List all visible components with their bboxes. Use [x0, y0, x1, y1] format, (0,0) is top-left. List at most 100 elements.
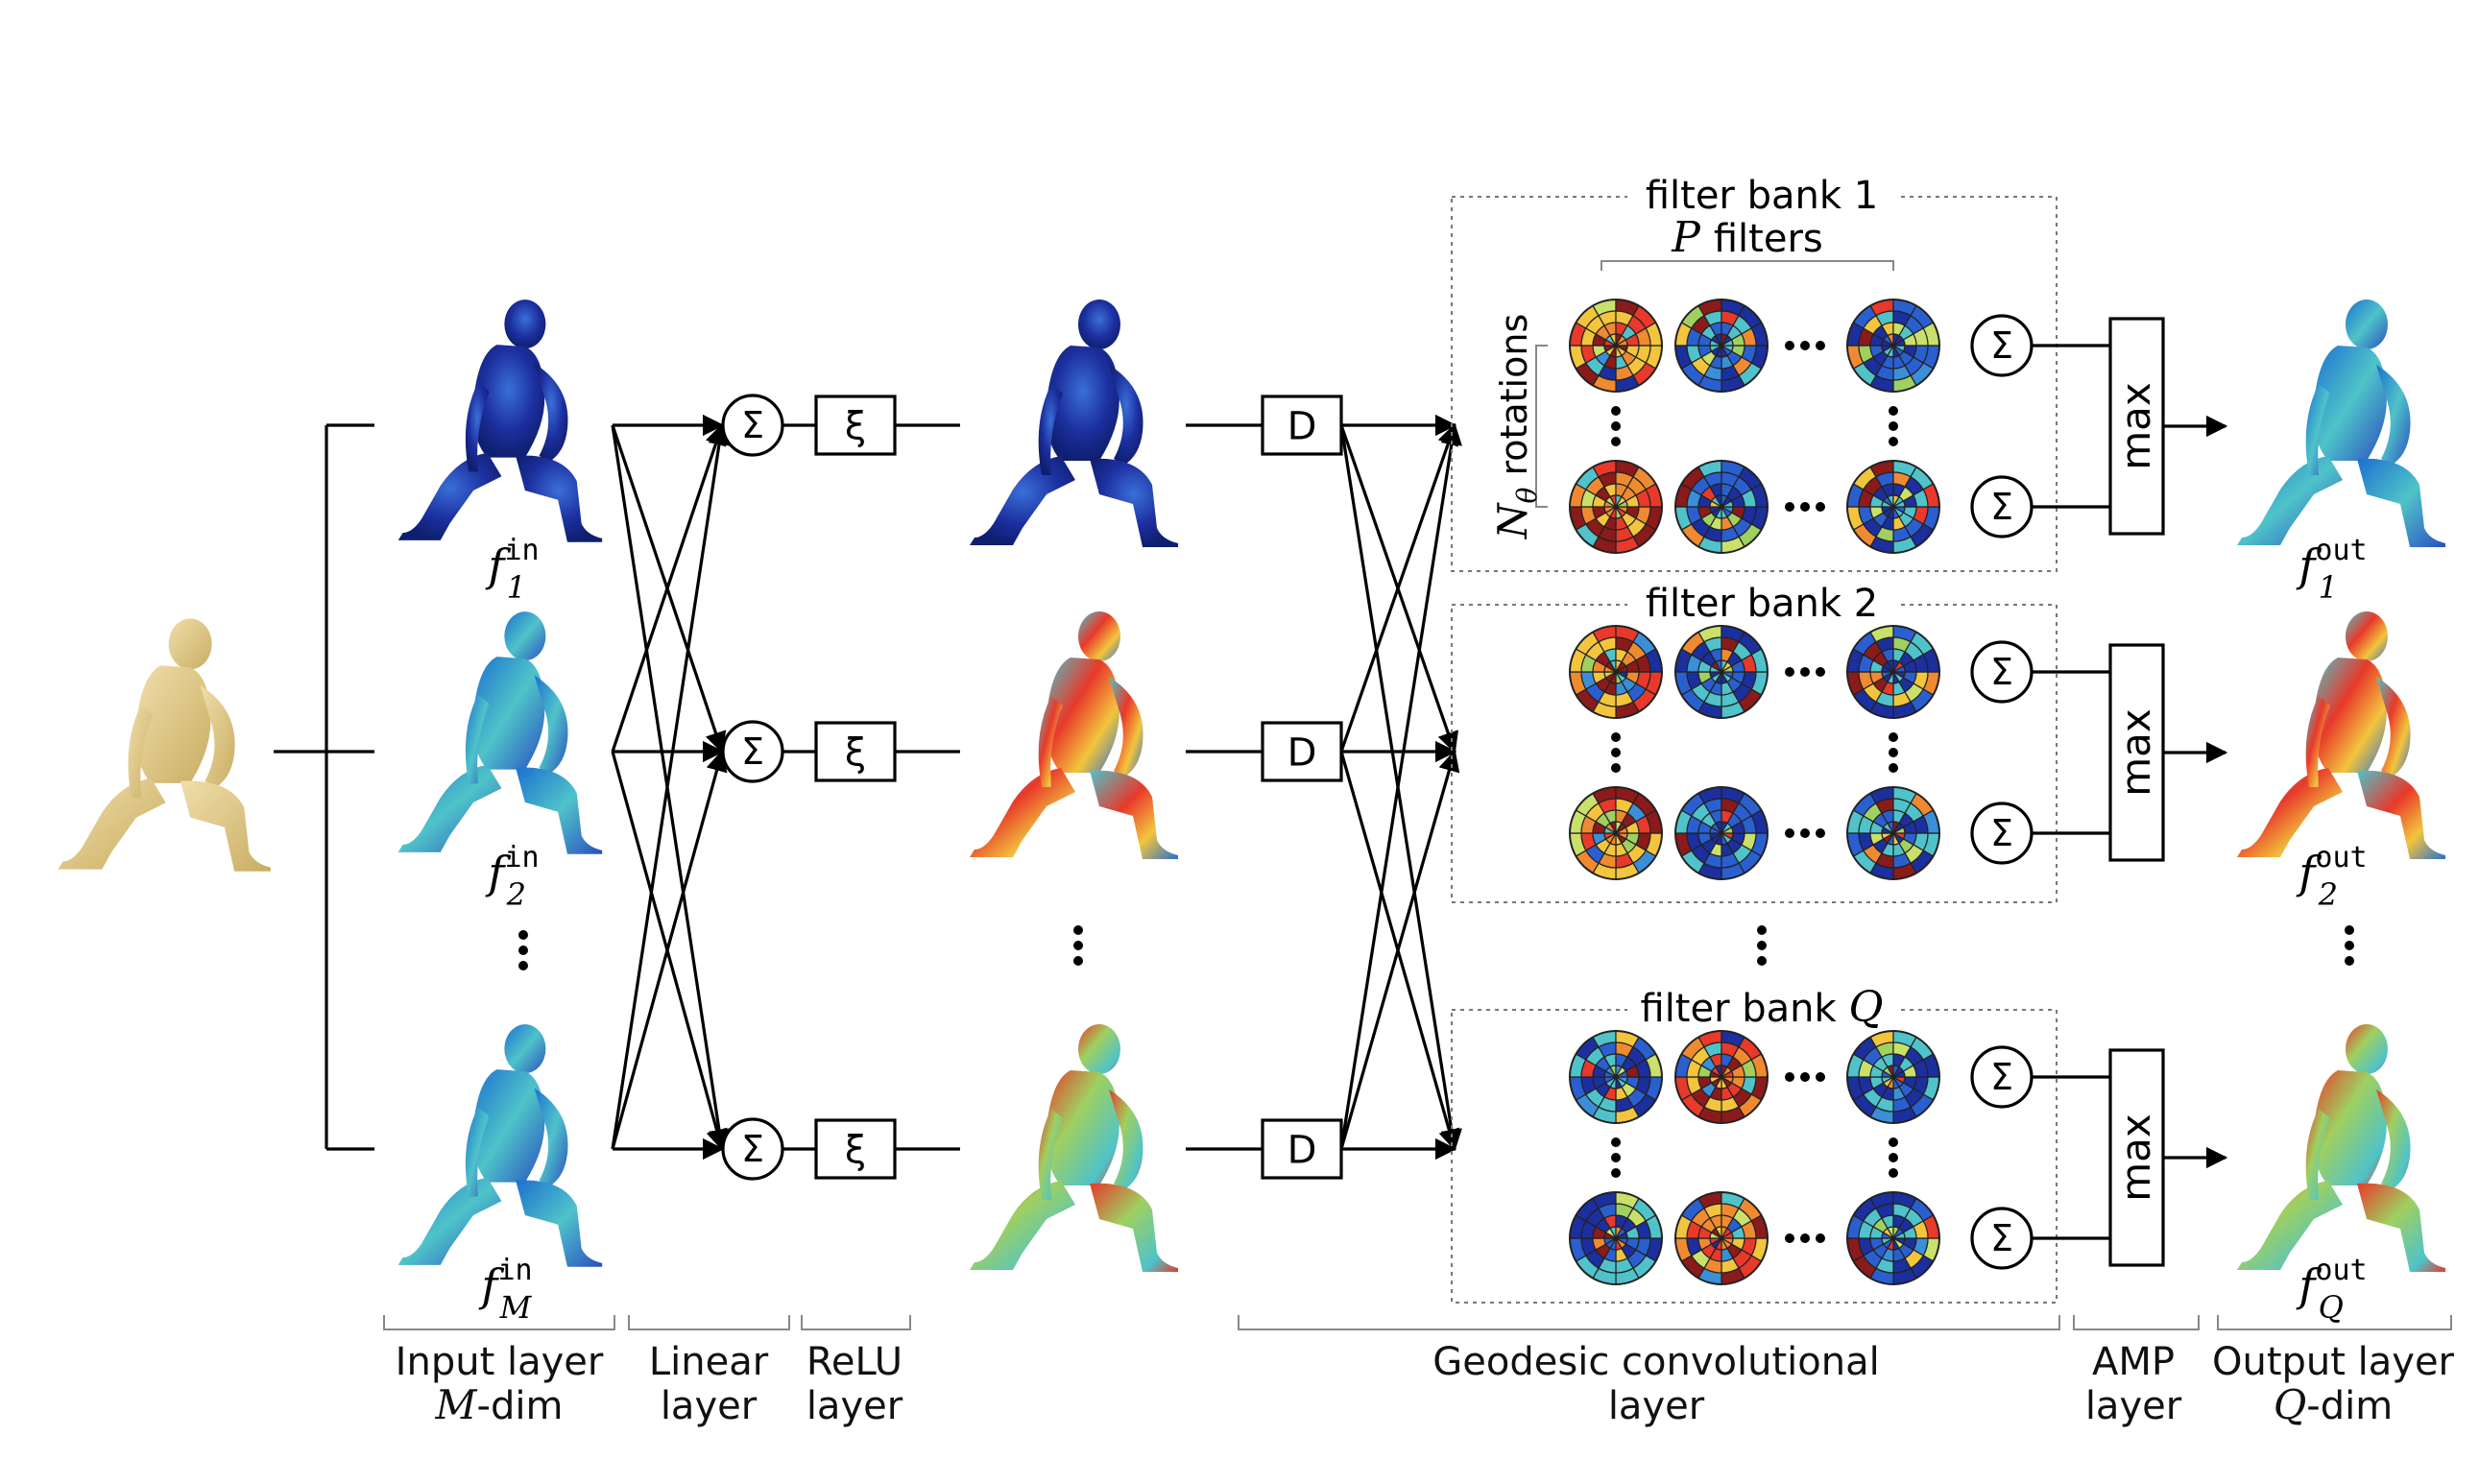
ellipsis-dot — [1611, 732, 1621, 742]
filter-sum: Σ — [1970, 802, 2034, 865]
filter-disc — [1674, 1030, 1769, 1124]
relu-feature-map-1 — [970, 299, 1178, 547]
filter-cell — [1890, 1070, 1906, 1078]
relu-box-3: ξ — [814, 1118, 897, 1180]
filter-disc — [1846, 786, 1940, 880]
filter-sum: Σ — [1970, 1207, 2034, 1270]
sum-symbol: Σ — [1990, 486, 2013, 528]
input-feature-map-1 — [397, 299, 603, 542]
ellipsis-dot — [1785, 1072, 1794, 1082]
filter-outline — [1569, 625, 1663, 719]
ellipsis-dot — [1785, 502, 1794, 512]
layer-label-line2: layer — [2085, 1384, 2182, 1428]
filter-disc — [1674, 1191, 1769, 1285]
layer-bracket — [1238, 1315, 2060, 1330]
linear-sum-2: Σ — [721, 720, 784, 783]
ellipsis-dot — [1785, 667, 1794, 677]
layer-label-line1: Geodesic convolutional — [1432, 1340, 1879, 1384]
input-feature-map-3 — [397, 1024, 603, 1267]
relu-feature-map-2 — [970, 611, 1178, 859]
filter-cell — [1890, 339, 1906, 347]
filter-disc — [1569, 299, 1663, 393]
max-box-3: max — [2108, 1048, 2165, 1267]
input-feature-map-2 — [397, 611, 603, 854]
filter-outline — [1846, 625, 1940, 719]
f-in-1-label: fin 1 — [485, 534, 539, 606]
rotation-ellipsis — [1889, 732, 1898, 773]
input-shape — [58, 618, 271, 872]
max-box-2: max — [2108, 643, 2165, 862]
filter-outline — [1846, 299, 1940, 393]
filter-cell — [1890, 826, 1906, 834]
descriptor-box-1-frame — [1261, 395, 1343, 456]
ellipsis-dot — [1757, 925, 1767, 935]
filter-cell — [1613, 500, 1628, 508]
filter-cell — [1719, 665, 1734, 673]
output-feature-map-3 — [2237, 1024, 2445, 1272]
filter-outline — [1569, 460, 1663, 554]
filter-cell — [1719, 1232, 1734, 1239]
ellipsis-dot — [1889, 406, 1898, 416]
filter-sum: Σ — [1970, 640, 2034, 704]
descriptor-connection — [1339, 422, 1458, 753]
ellipsis-dot — [2345, 925, 2354, 935]
layer-label-line1: AMP — [2092, 1340, 2175, 1384]
filter-outline — [1569, 299, 1663, 393]
f-out-Q-label: fout Q — [2296, 1254, 2367, 1326]
filter-outline — [1674, 460, 1769, 554]
descriptor-box-2-frame — [1261, 721, 1343, 782]
ellipsis-dot — [1611, 763, 1621, 773]
kneeling-human-mesh-icon — [397, 611, 603, 854]
sum-symbol: Σ — [1990, 1217, 2013, 1259]
filter-outline — [1569, 1191, 1663, 1285]
filter-outline — [1846, 786, 1940, 880]
ellipsis-dot — [518, 945, 528, 955]
kneeling-human-mesh-icon — [2237, 611, 2445, 859]
ellipsis-dot — [1073, 925, 1083, 935]
max-box-1: max — [2108, 317, 2165, 536]
linear-connection — [611, 749, 728, 1150]
descriptor-box-3-label: D — [1288, 1128, 1317, 1172]
filter-ellipsis — [1785, 502, 1825, 512]
kneeling-human-mesh-icon — [970, 299, 1178, 547]
rotation-ellipsis — [1611, 406, 1621, 446]
input-ellipsis — [518, 930, 528, 970]
ellipsis-dot — [2345, 941, 2354, 950]
filter-cell — [1890, 500, 1906, 508]
max-frame — [2108, 317, 2165, 536]
descriptor-box-3-frame — [1261, 1118, 1343, 1180]
rotation-ellipsis — [1889, 406, 1898, 446]
sum-symbol: Σ — [741, 730, 764, 773]
max-label: max — [2112, 382, 2159, 470]
ellipsis-dot — [1889, 421, 1898, 431]
layer-bracket — [2217, 1315, 2452, 1330]
ellipsis-dot — [1785, 1233, 1794, 1243]
linear-connection — [611, 422, 727, 753]
filter-disc — [1674, 299, 1769, 393]
ellipsis-dot — [1889, 732, 1898, 742]
ellipsis-dot — [1816, 1072, 1825, 1082]
layer-bracket — [383, 1315, 615, 1330]
filter-outline — [1674, 299, 1769, 393]
relu-box-2: ξ — [814, 721, 897, 782]
layer-label-line2: layer — [661, 1384, 758, 1428]
rotations-bracket — [1535, 345, 1548, 508]
filter-cell — [1613, 826, 1628, 834]
kneeling-human-mesh-icon — [2237, 1024, 2445, 1272]
ellipsis-dot — [518, 930, 528, 940]
filter-disc — [1846, 460, 1940, 554]
rotation-ellipsis — [1889, 1137, 1898, 1178]
filter-outline — [1569, 1030, 1663, 1124]
ellipsis-dot — [1757, 956, 1767, 966]
p-filters-label: P filters — [1671, 213, 1822, 262]
filter-ellipsis — [1785, 341, 1825, 350]
ellipsis-dot — [1611, 437, 1621, 446]
filter-disc — [1846, 299, 1940, 393]
filter-disc — [1569, 460, 1663, 554]
